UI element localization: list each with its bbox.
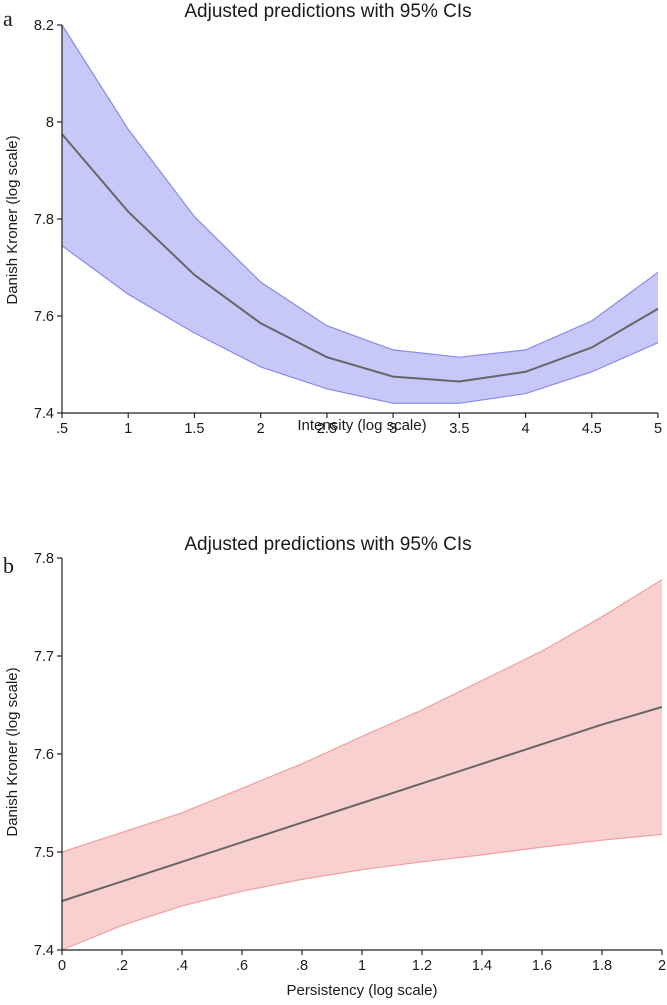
panel-letter-b: b <box>3 553 14 578</box>
plot-area-a: 7.4 7.6 7.8 8 8.2 .5 1 1.5 2 2.5 3 3.5 4 4.5 5 <box>34 18 662 437</box>
chart-title-a: Adjusted predictions with 95% CIs <box>184 1 471 22</box>
y-tick-label-a: 7.6 <box>34 309 54 325</box>
chart-title-b: Adjusted predictions with 95% CIs <box>184 534 471 555</box>
x-tick-label-a: 3.5 <box>449 421 469 437</box>
y-tick-label-a: 8 <box>46 115 54 131</box>
x-tick-label-b: 1.4 <box>472 958 492 974</box>
y-axis-label-a: Danish Kroner (log scale) <box>4 135 21 304</box>
x-tick-label-a: 5 <box>654 421 662 437</box>
x-tick-label-b: 2 <box>658 958 666 974</box>
ci-band-a <box>62 25 658 403</box>
y-tick-label-b: 7.5 <box>34 845 54 861</box>
x-tick-label-b: 1.6 <box>532 958 552 974</box>
chart-panel-a: a Adjusted predictions with 95% CIs Inte… <box>3 1 662 437</box>
y-tick-label-b: 7.8 <box>34 551 54 567</box>
x-tick-label-b: .2 <box>116 958 128 974</box>
y-axis-label-b: Danish Kroner (log scale) <box>4 667 21 836</box>
x-axis-label-b: Persistency (log scale) <box>287 982 438 999</box>
y-tick-label-a: 7.8 <box>34 212 54 228</box>
x-tick-label-b: .6 <box>236 958 248 974</box>
x-tick-label-b: 1 <box>358 958 366 974</box>
x-tick-label-a: .5 <box>56 421 68 437</box>
y-tick-label-b: 7.6 <box>34 747 54 763</box>
y-tick-label-b: 7.7 <box>34 649 54 665</box>
y-tick-label-b: 7.4 <box>34 943 54 959</box>
chart-panel-b: b Adjusted predictions with 95% CIs Pers… <box>3 534 666 999</box>
x-tick-label-a: 1 <box>124 421 132 437</box>
x-tick-label-b: .4 <box>176 958 188 974</box>
x-tick-label-b: 1.2 <box>412 958 432 974</box>
x-tick-label-b: .8 <box>296 958 308 974</box>
x-tick-label-a: 2.5 <box>317 421 337 437</box>
x-tick-label-b: 0 <box>58 958 66 974</box>
x-tick-label-a: 3 <box>389 421 397 437</box>
x-tick-label-a: 2 <box>257 421 265 437</box>
x-tick-label-a: 4 <box>522 421 530 437</box>
plot-area-b: 7.4 7.5 7.6 7.7 7.8 0 .2 .4 .6 .8 1 1.2 1.4 1.6 1.8 2 <box>34 551 666 974</box>
y-tick-label-a: 8.2 <box>34 18 54 34</box>
x-tick-label-a: 1.5 <box>184 421 204 437</box>
panel-letter-a: a <box>3 6 13 31</box>
y-tick-label-a: 7.4 <box>34 406 54 422</box>
ci-band-b <box>62 580 662 950</box>
x-tick-label-a: 4.5 <box>582 421 602 437</box>
x-tick-label-b: 1.8 <box>592 958 612 974</box>
